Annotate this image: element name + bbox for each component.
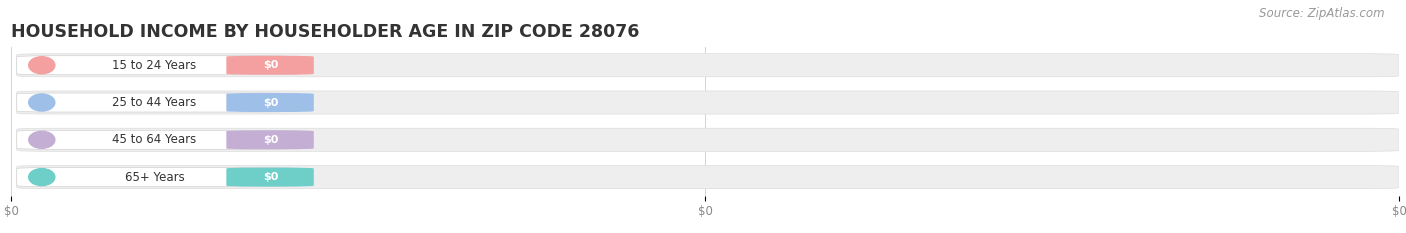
FancyBboxPatch shape: [226, 93, 314, 112]
Ellipse shape: [28, 168, 55, 186]
FancyBboxPatch shape: [17, 91, 1399, 114]
Text: 45 to 64 Years: 45 to 64 Years: [112, 133, 197, 146]
FancyBboxPatch shape: [17, 54, 1399, 77]
FancyBboxPatch shape: [17, 56, 295, 75]
Text: $0: $0: [263, 172, 278, 182]
Ellipse shape: [28, 131, 55, 148]
FancyBboxPatch shape: [17, 168, 295, 187]
FancyBboxPatch shape: [226, 130, 314, 149]
Ellipse shape: [28, 57, 55, 74]
Text: $0: $0: [263, 60, 278, 70]
FancyBboxPatch shape: [17, 93, 295, 112]
FancyBboxPatch shape: [226, 168, 314, 187]
Text: HOUSEHOLD INCOME BY HOUSEHOLDER AGE IN ZIP CODE 28076: HOUSEHOLD INCOME BY HOUSEHOLDER AGE IN Z…: [11, 23, 640, 41]
Text: 65+ Years: 65+ Years: [125, 171, 184, 184]
Ellipse shape: [28, 94, 55, 111]
FancyBboxPatch shape: [17, 128, 1399, 151]
Text: $0: $0: [263, 135, 278, 145]
FancyBboxPatch shape: [226, 56, 314, 75]
FancyBboxPatch shape: [17, 130, 295, 149]
Text: Source: ZipAtlas.com: Source: ZipAtlas.com: [1260, 7, 1385, 20]
FancyBboxPatch shape: [17, 165, 1399, 189]
Text: 15 to 24 Years: 15 to 24 Years: [112, 59, 197, 72]
Text: 25 to 44 Years: 25 to 44 Years: [112, 96, 197, 109]
Text: $0: $0: [263, 98, 278, 107]
